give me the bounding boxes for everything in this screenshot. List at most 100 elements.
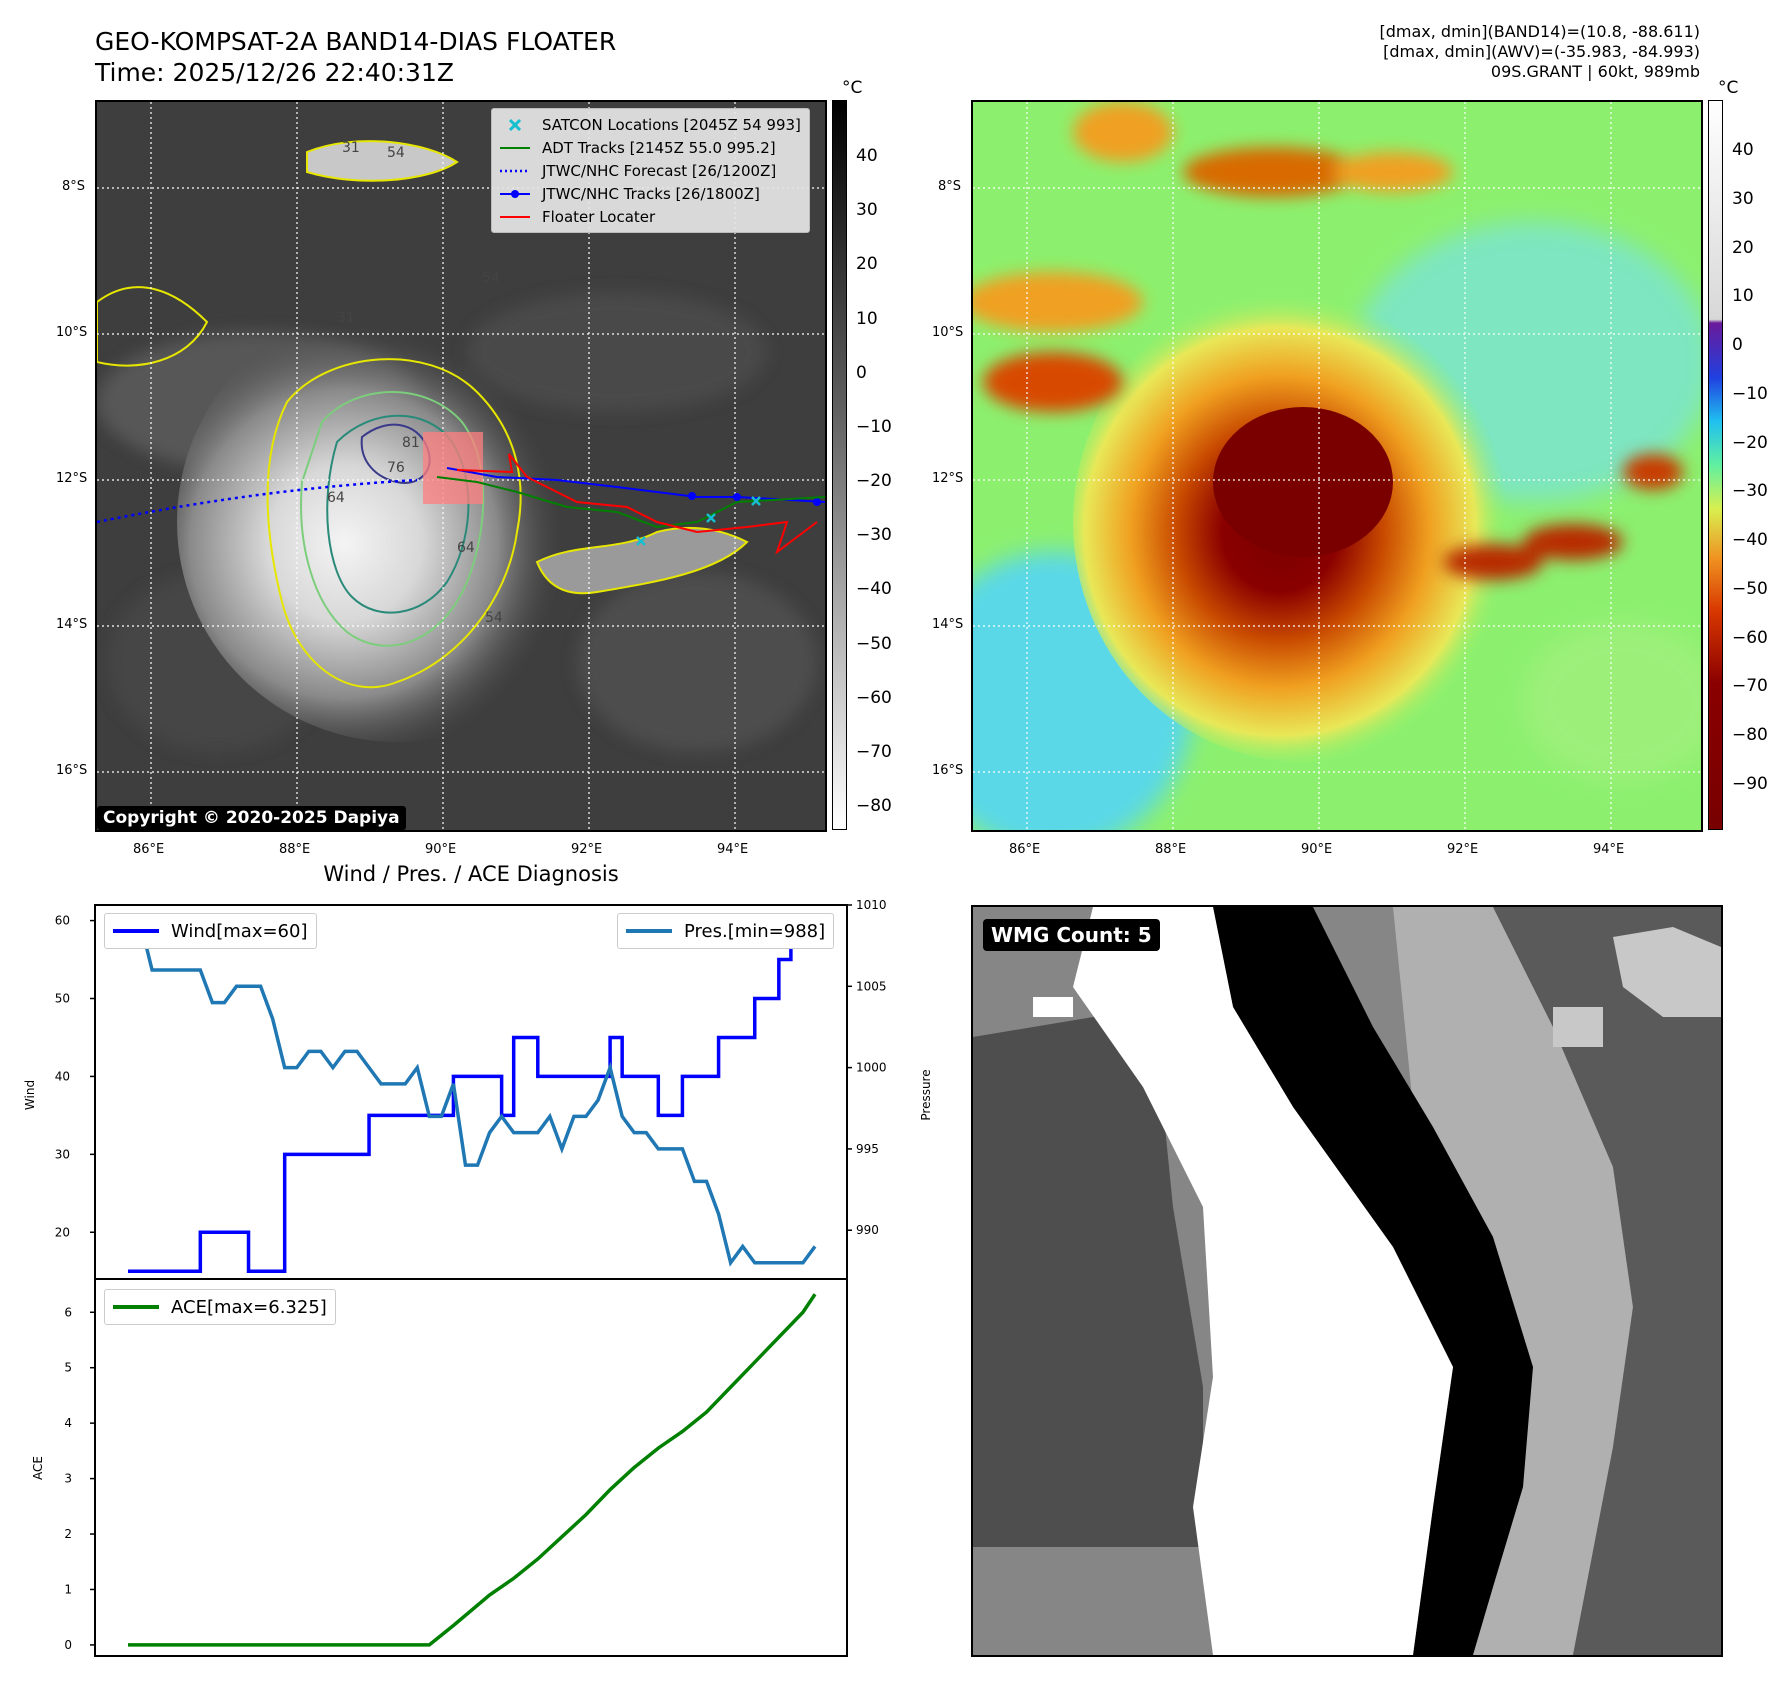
colorbar-unit: °C bbox=[1718, 78, 1739, 98]
legend-label: Floater Locater bbox=[542, 207, 656, 226]
ace-legend-label: ACE[max=6.325] bbox=[171, 1296, 327, 1318]
legend-row-jtwc-tracks: JTWC/NHC Tracks [26/1800Z] bbox=[500, 182, 801, 205]
lon-tick: 90°E bbox=[1301, 842, 1333, 857]
pressure-series-line bbox=[128, 919, 817, 1267]
lat-tick: 16°S bbox=[56, 763, 88, 778]
pressure-tick-label: 995 bbox=[856, 1142, 879, 1156]
colorbar-tick: −10 bbox=[1732, 383, 1768, 404]
colorbar-tick: −30 bbox=[1732, 481, 1768, 502]
jtwc-track-points bbox=[688, 492, 821, 506]
legend-row-adt: ADT Tracks [2145Z 55.0 995.2] bbox=[500, 136, 801, 159]
contour-label: 64 bbox=[327, 490, 345, 506]
pressure-axis: 990 995 1000 1005 1010 bbox=[847, 898, 887, 1237]
lon-tick: 94°E bbox=[1593, 842, 1625, 857]
pressure-axis-label: Pressure bbox=[919, 1069, 933, 1120]
ace-tick-label: 3 bbox=[64, 1472, 72, 1486]
ace-axis-label: ACE bbox=[31, 1456, 45, 1480]
jtwc-forecast-track bbox=[97, 478, 418, 524]
storm-eye-region bbox=[1213, 407, 1393, 557]
lat-tick: 8°S bbox=[938, 179, 962, 194]
cloud-band-east bbox=[535, 526, 749, 595]
contour-label: 81 bbox=[402, 435, 420, 451]
wind-tick-label: 30 bbox=[55, 1147, 70, 1161]
contour-light-green bbox=[300, 391, 485, 647]
colorbar-tick: −20 bbox=[856, 471, 892, 491]
lon-tick: 86°E bbox=[1009, 842, 1041, 857]
ace-tick-label: 5 bbox=[64, 1361, 72, 1375]
ace-tick-label: 2 bbox=[64, 1527, 72, 1541]
wmg-region-white bbox=[1073, 907, 1453, 1655]
colorbar-tick: 40 bbox=[856, 146, 878, 166]
lon-tick: 92°E bbox=[1447, 842, 1479, 857]
ace-series-line bbox=[128, 1293, 817, 1647]
stats-line-1: [dmax, dmin](BAND14)=(10.8, -88.611) bbox=[1379, 22, 1701, 41]
contour-yellow bbox=[266, 358, 522, 689]
lat-tick: 12°S bbox=[56, 471, 88, 486]
colorbar-tick: −20 bbox=[1732, 432, 1768, 453]
colorbar-tick: −30 bbox=[856, 525, 892, 546]
line-icon bbox=[626, 929, 672, 933]
color-colorbar bbox=[1708, 100, 1723, 830]
pressure-legend-label: Pres.[min=988] bbox=[684, 920, 826, 942]
diagnosis-chart: 20 30 40 50 60 990 995 1000 1005 1010 0 1 2 3 4 5 6 Wi… bbox=[23, 898, 933, 1657]
wind-tick-label: 60 bbox=[55, 914, 70, 928]
wind-legend: Wind[max=60] bbox=[104, 913, 317, 949]
line-icon bbox=[500, 214, 530, 220]
lat-tick: 14°S bbox=[932, 617, 964, 632]
stats-line-3: 09S.GRANT | 60kt, 989mb bbox=[1490, 62, 1700, 81]
contour-label: 54 bbox=[482, 270, 500, 286]
ace-tick-label: 6 bbox=[64, 1305, 72, 1319]
colorbar-tick: 40 bbox=[1732, 140, 1754, 160]
color-gridlines bbox=[973, 102, 1701, 830]
ace-tick-label: 0 bbox=[64, 1638, 72, 1652]
figure-title: GEO-KOMPSAT-2A BAND14-DIAS FLOATER Time:… bbox=[95, 26, 616, 88]
x-icon bbox=[500, 118, 530, 132]
colorbar-tick: 30 bbox=[1732, 188, 1754, 209]
wmg-count-badge: WMG Count: 5 bbox=[983, 919, 1160, 951]
lon-tick: 90°E bbox=[425, 842, 457, 857]
contour-label: 54 bbox=[485, 610, 503, 626]
pressure-legend: Pres.[min=988] bbox=[617, 913, 835, 949]
lat-tick: 16°S bbox=[932, 763, 964, 778]
ace-legend: ACE[max=6.325] bbox=[104, 1289, 336, 1325]
legend-label: JTWC/NHC Tracks [26/1800Z] bbox=[542, 184, 760, 203]
wmg-region-black bbox=[1213, 907, 1533, 1655]
colorbar-tick: −60 bbox=[856, 687, 892, 708]
contour-label: 54 bbox=[387, 145, 405, 161]
pressure-tick-label: 1005 bbox=[856, 979, 887, 993]
ir-colorbar bbox=[832, 100, 847, 830]
title-line-1: GEO-KOMPSAT-2A BAND14-DIAS FLOATER bbox=[95, 27, 617, 56]
colorbar-tick: −80 bbox=[856, 796, 892, 816]
color-map-image bbox=[973, 102, 1701, 830]
lat-tick: 10°S bbox=[56, 325, 88, 340]
wind-legend-label: Wind[max=60] bbox=[171, 920, 308, 942]
stats-header: [dmax, dmin](BAND14)=(10.8, -88.611) [dm… bbox=[1380, 22, 1701, 82]
pressure-tick-label: 1000 bbox=[856, 1061, 887, 1075]
colorbar-tick: −70 bbox=[1732, 676, 1768, 697]
color-map-panel bbox=[971, 100, 1703, 832]
legend-label: SATCON Locations [2045Z 54 993] bbox=[542, 115, 801, 134]
legend-row-satcon: SATCON Locations [2045Z 54 993] bbox=[500, 113, 801, 136]
legend-row-jtwc-forecast: JTWC/NHC Forecast [26/1200Z] bbox=[500, 159, 801, 182]
wind-axis: 20 30 40 50 60 bbox=[55, 914, 95, 1239]
wmg-panel: WMG Count: 5 bbox=[971, 905, 1723, 1657]
colorbar-tick: −40 bbox=[1732, 530, 1768, 551]
wmg-region-dark bbox=[973, 1007, 1203, 1547]
ace-tick-label: 1 bbox=[64, 1582, 72, 1596]
colorbar-tick: 20 bbox=[1732, 237, 1754, 258]
floater-locater-track bbox=[456, 453, 818, 555]
colorbar-unit: °C bbox=[842, 78, 863, 98]
copyright-badge: Copyright © 2020-2025 Dapiya bbox=[97, 806, 406, 830]
wmg-image bbox=[973, 907, 1721, 1655]
legend-label: ADT Tracks [2145Z 55.0 995.2] bbox=[542, 138, 776, 157]
ace-axis: 0 1 2 3 4 5 6 bbox=[64, 1305, 95, 1652]
wmg-region-pale bbox=[1613, 927, 1721, 1017]
wind-tick-label: 40 bbox=[55, 1069, 70, 1083]
lon-tick: 92°E bbox=[571, 842, 603, 857]
diagnosis-title: Wind / Pres. / ACE Diagnosis bbox=[323, 862, 619, 886]
contour-label: 31 bbox=[337, 310, 355, 326]
pressure-tick-label: 990 bbox=[856, 1223, 879, 1237]
ace-tick-label: 4 bbox=[64, 1416, 72, 1430]
colorbar-tick: −60 bbox=[1732, 627, 1768, 648]
contour-label: 31 bbox=[342, 140, 360, 156]
